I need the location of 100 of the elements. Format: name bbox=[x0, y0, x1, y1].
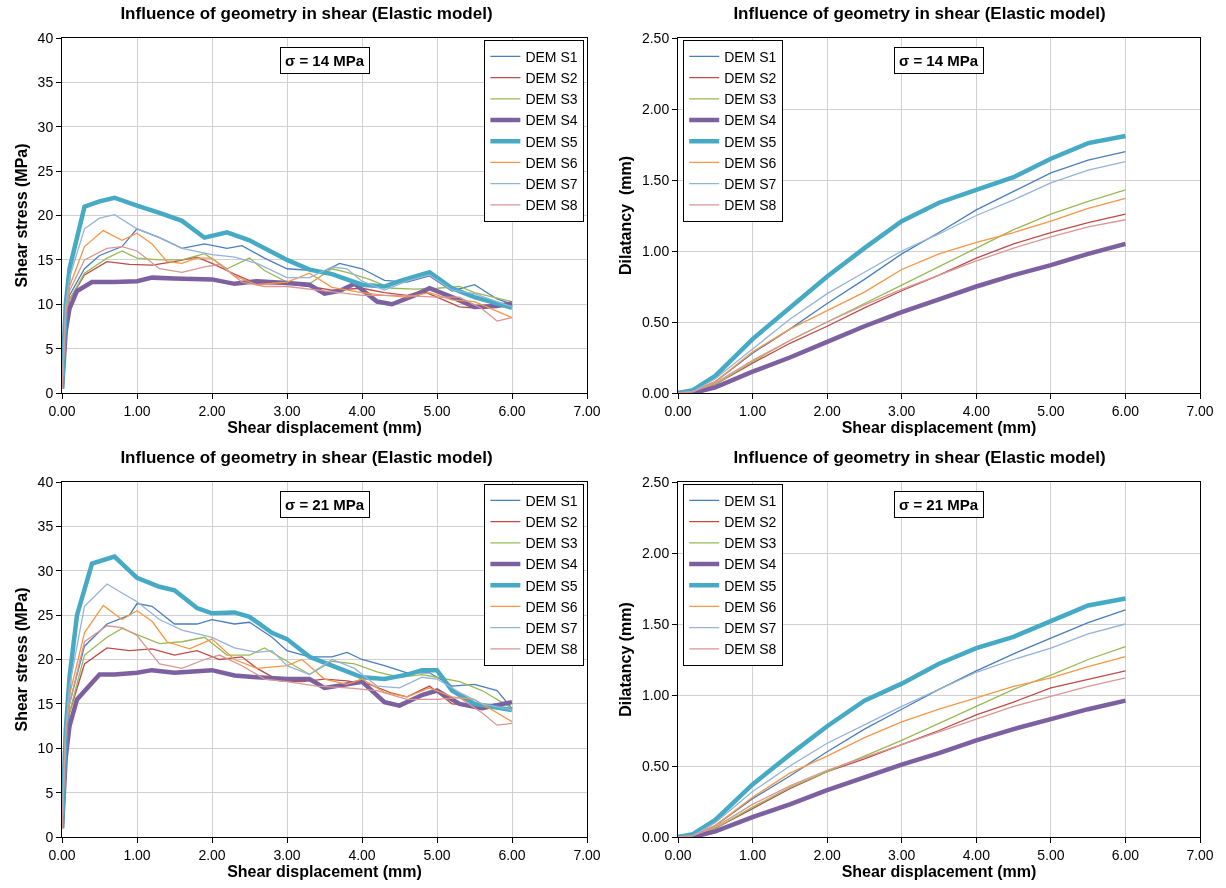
y-tick-label: 1.00 bbox=[641, 686, 670, 703]
x-tick-label: 3.00 bbox=[888, 402, 916, 419]
legend-label: DEM S6 bbox=[724, 598, 777, 615]
y-tick-label: 0 bbox=[45, 828, 54, 845]
x-tick-label: 1.00 bbox=[738, 846, 767, 863]
x-tick-label: 7.00 bbox=[573, 846, 601, 863]
legend-label: DEM S1 bbox=[525, 48, 578, 65]
x-tick-label: 4.00 bbox=[348, 846, 376, 863]
x-tick-label: 3.00 bbox=[273, 402, 301, 419]
y-tick-label: 20 bbox=[37, 207, 54, 224]
x-tick-label: 3.00 bbox=[888, 846, 916, 863]
legend-label: DEM S6 bbox=[724, 154, 777, 171]
y-tick-label: 2.50 bbox=[641, 29, 670, 46]
x-tick-label: 0.00 bbox=[664, 846, 692, 863]
legend-label: DEM S4 bbox=[525, 112, 578, 129]
y-tick-label: 15 bbox=[37, 695, 54, 712]
y-tick-label: 10 bbox=[37, 740, 54, 757]
legend-label: DEM S2 bbox=[724, 70, 777, 87]
y-tick-label: 30 bbox=[37, 562, 54, 579]
annotation: σ = 21 MPa bbox=[285, 496, 365, 513]
y-tick-label: 20 bbox=[37, 651, 54, 668]
y-axis-title: Shear stress (MPa) bbox=[12, 587, 30, 732]
legend-label: DEM S7 bbox=[525, 176, 578, 193]
legend-label: DEM S7 bbox=[525, 620, 578, 637]
y-tick-label: 2.00 bbox=[641, 100, 670, 117]
x-tick-label: 5.00 bbox=[1037, 402, 1065, 419]
legend-label: DEM S7 bbox=[724, 176, 777, 193]
x-tick-label: 6.00 bbox=[498, 846, 526, 863]
legend-label: DEM S2 bbox=[525, 70, 578, 87]
x-tick-label: 4.00 bbox=[348, 402, 376, 419]
chart-title: Influence of geometry in shear (Elastic model) bbox=[733, 3, 1106, 23]
legend-label: DEM S4 bbox=[525, 556, 578, 573]
x-axis-title: Shear displacement (mm) bbox=[227, 418, 422, 436]
legend-label: DEM S5 bbox=[724, 577, 777, 594]
y-tick-label: 1.50 bbox=[641, 615, 670, 632]
x-tick-label: 3.00 bbox=[273, 846, 301, 863]
x-tick-label: 0.00 bbox=[664, 402, 692, 419]
x-tick-label: 4.00 bbox=[962, 846, 991, 863]
annotation: σ = 14 MPa bbox=[285, 52, 365, 69]
annotation: σ = 14 MPa bbox=[899, 52, 979, 69]
y-tick-label: 40 bbox=[37, 29, 54, 46]
x-tick-label: 2.00 bbox=[198, 846, 226, 863]
legend-label: DEM S5 bbox=[724, 133, 777, 150]
x-tick-label: 1.00 bbox=[738, 402, 767, 419]
y-tick-label: 35 bbox=[37, 518, 54, 535]
x-tick-label: 2.00 bbox=[813, 402, 841, 419]
legend-label: DEM S6 bbox=[525, 598, 578, 615]
legend-label: DEM S8 bbox=[525, 641, 578, 658]
legend-label: DEM S4 bbox=[724, 556, 777, 573]
y-tick-label: 0.00 bbox=[641, 828, 670, 845]
x-tick-label: 6.00 bbox=[498, 402, 526, 419]
y-tick-label: 1.00 bbox=[641, 242, 670, 259]
y-tick-label: 2.50 bbox=[641, 473, 670, 490]
y-tick-label: 40 bbox=[37, 473, 54, 490]
x-tick-label: 6.00 bbox=[1111, 402, 1140, 419]
y-tick-label: 0 bbox=[45, 384, 54, 401]
x-tick-label: 5.00 bbox=[423, 846, 451, 863]
legend-label: DEM S1 bbox=[525, 492, 578, 509]
y-tick-label: 25 bbox=[37, 163, 54, 180]
y-axis-title: Dilatancy (mm) bbox=[616, 155, 634, 276]
legend-label: DEM S3 bbox=[724, 91, 777, 108]
legend-label: DEM S2 bbox=[525, 514, 578, 531]
y-tick-label: 5 bbox=[45, 784, 54, 801]
x-tick-label: 7.00 bbox=[1186, 402, 1214, 419]
legend-label: DEM S3 bbox=[525, 535, 578, 552]
legend-label: DEM S1 bbox=[724, 48, 777, 65]
x-tick-label: 7.00 bbox=[1186, 846, 1214, 863]
x-axis-title: Shear displacement (mm) bbox=[841, 418, 1037, 436]
legend-label: DEM S7 bbox=[724, 620, 777, 637]
legend-label: DEM S8 bbox=[724, 197, 777, 214]
x-tick-label: 2.00 bbox=[813, 846, 841, 863]
legend-label: DEM S2 bbox=[724, 514, 777, 531]
y-tick-label: 2.00 bbox=[641, 544, 670, 561]
annotation: σ = 21 MPa bbox=[899, 496, 979, 513]
x-tick-label: 2.00 bbox=[198, 402, 226, 419]
legend-label: DEM S5 bbox=[525, 133, 578, 150]
chart-title: Influence of geometry in shear (Elastic model) bbox=[120, 447, 493, 467]
y-tick-label: 10 bbox=[37, 296, 54, 313]
legend-label: DEM S4 bbox=[724, 112, 777, 129]
y-tick-label: 5 bbox=[45, 340, 54, 357]
y-axis-title: Shear stress (MPa) bbox=[12, 143, 30, 288]
y-tick-label: 0.50 bbox=[641, 313, 670, 330]
x-axis-title: Shear displacement (mm) bbox=[841, 862, 1037, 880]
y-axis-title: Dilatancy (mm) bbox=[616, 602, 634, 717]
y-tick-label: 15 bbox=[37, 251, 54, 268]
x-tick-label: 1.00 bbox=[123, 402, 151, 419]
y-tick-label: 25 bbox=[37, 607, 54, 624]
y-tick-label: 30 bbox=[37, 118, 54, 135]
chart-title: Influence of geometry in shear (Elastic model) bbox=[120, 3, 493, 23]
x-axis-title: Shear displacement (mm) bbox=[227, 862, 422, 880]
legend-label: DEM S3 bbox=[525, 91, 578, 108]
legend-label: DEM S1 bbox=[724, 492, 777, 509]
legend-label: DEM S8 bbox=[724, 641, 777, 658]
y-tick-label: 0.00 bbox=[641, 384, 670, 401]
legend-label: DEM S6 bbox=[525, 154, 578, 171]
y-tick-label: 0.50 bbox=[641, 757, 670, 774]
legend-label: DEM S5 bbox=[525, 577, 578, 594]
y-tick-label: 35 bbox=[37, 74, 54, 91]
x-tick-label: 5.00 bbox=[1037, 846, 1065, 863]
legend-label: DEM S8 bbox=[525, 197, 578, 214]
